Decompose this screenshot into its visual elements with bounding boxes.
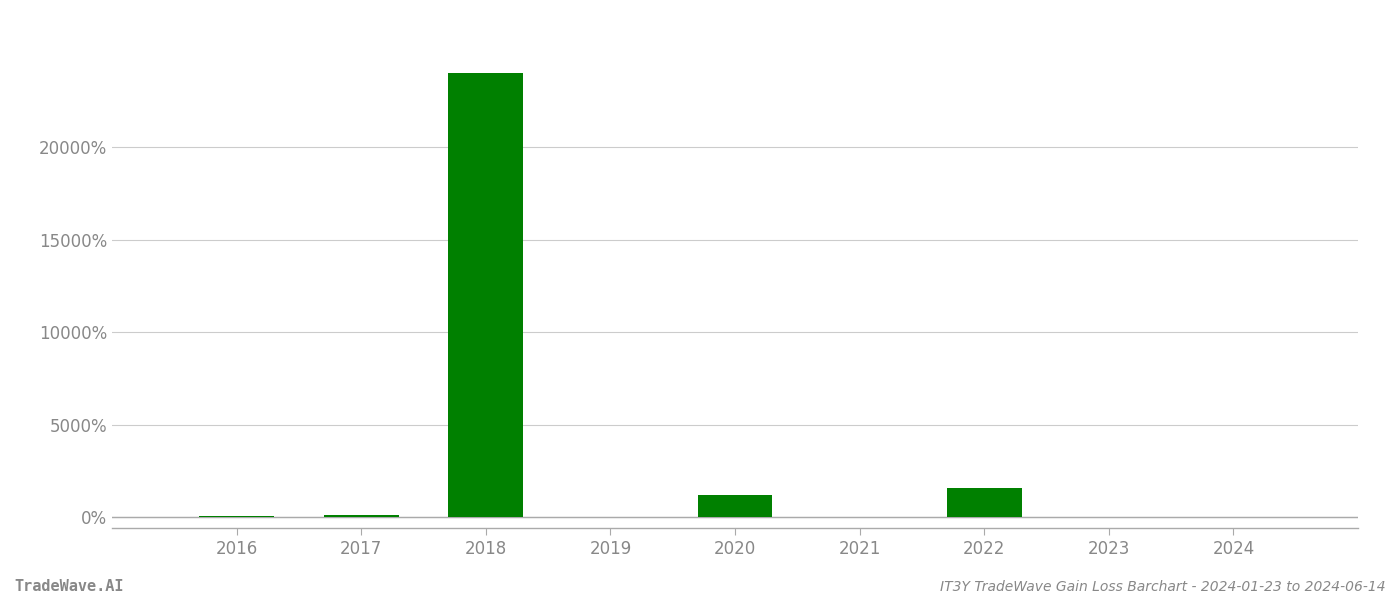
- Bar: [946, 488, 1022, 517]
- Bar: [199, 516, 274, 517]
- Bar: [323, 515, 399, 517]
- Text: IT3Y TradeWave Gain Loss Barchart - 2024-01-23 to 2024-06-14: IT3Y TradeWave Gain Loss Barchart - 2024…: [941, 580, 1386, 594]
- Text: TradeWave.AI: TradeWave.AI: [14, 579, 123, 594]
- Bar: [448, 73, 524, 517]
- Bar: [697, 495, 773, 517]
